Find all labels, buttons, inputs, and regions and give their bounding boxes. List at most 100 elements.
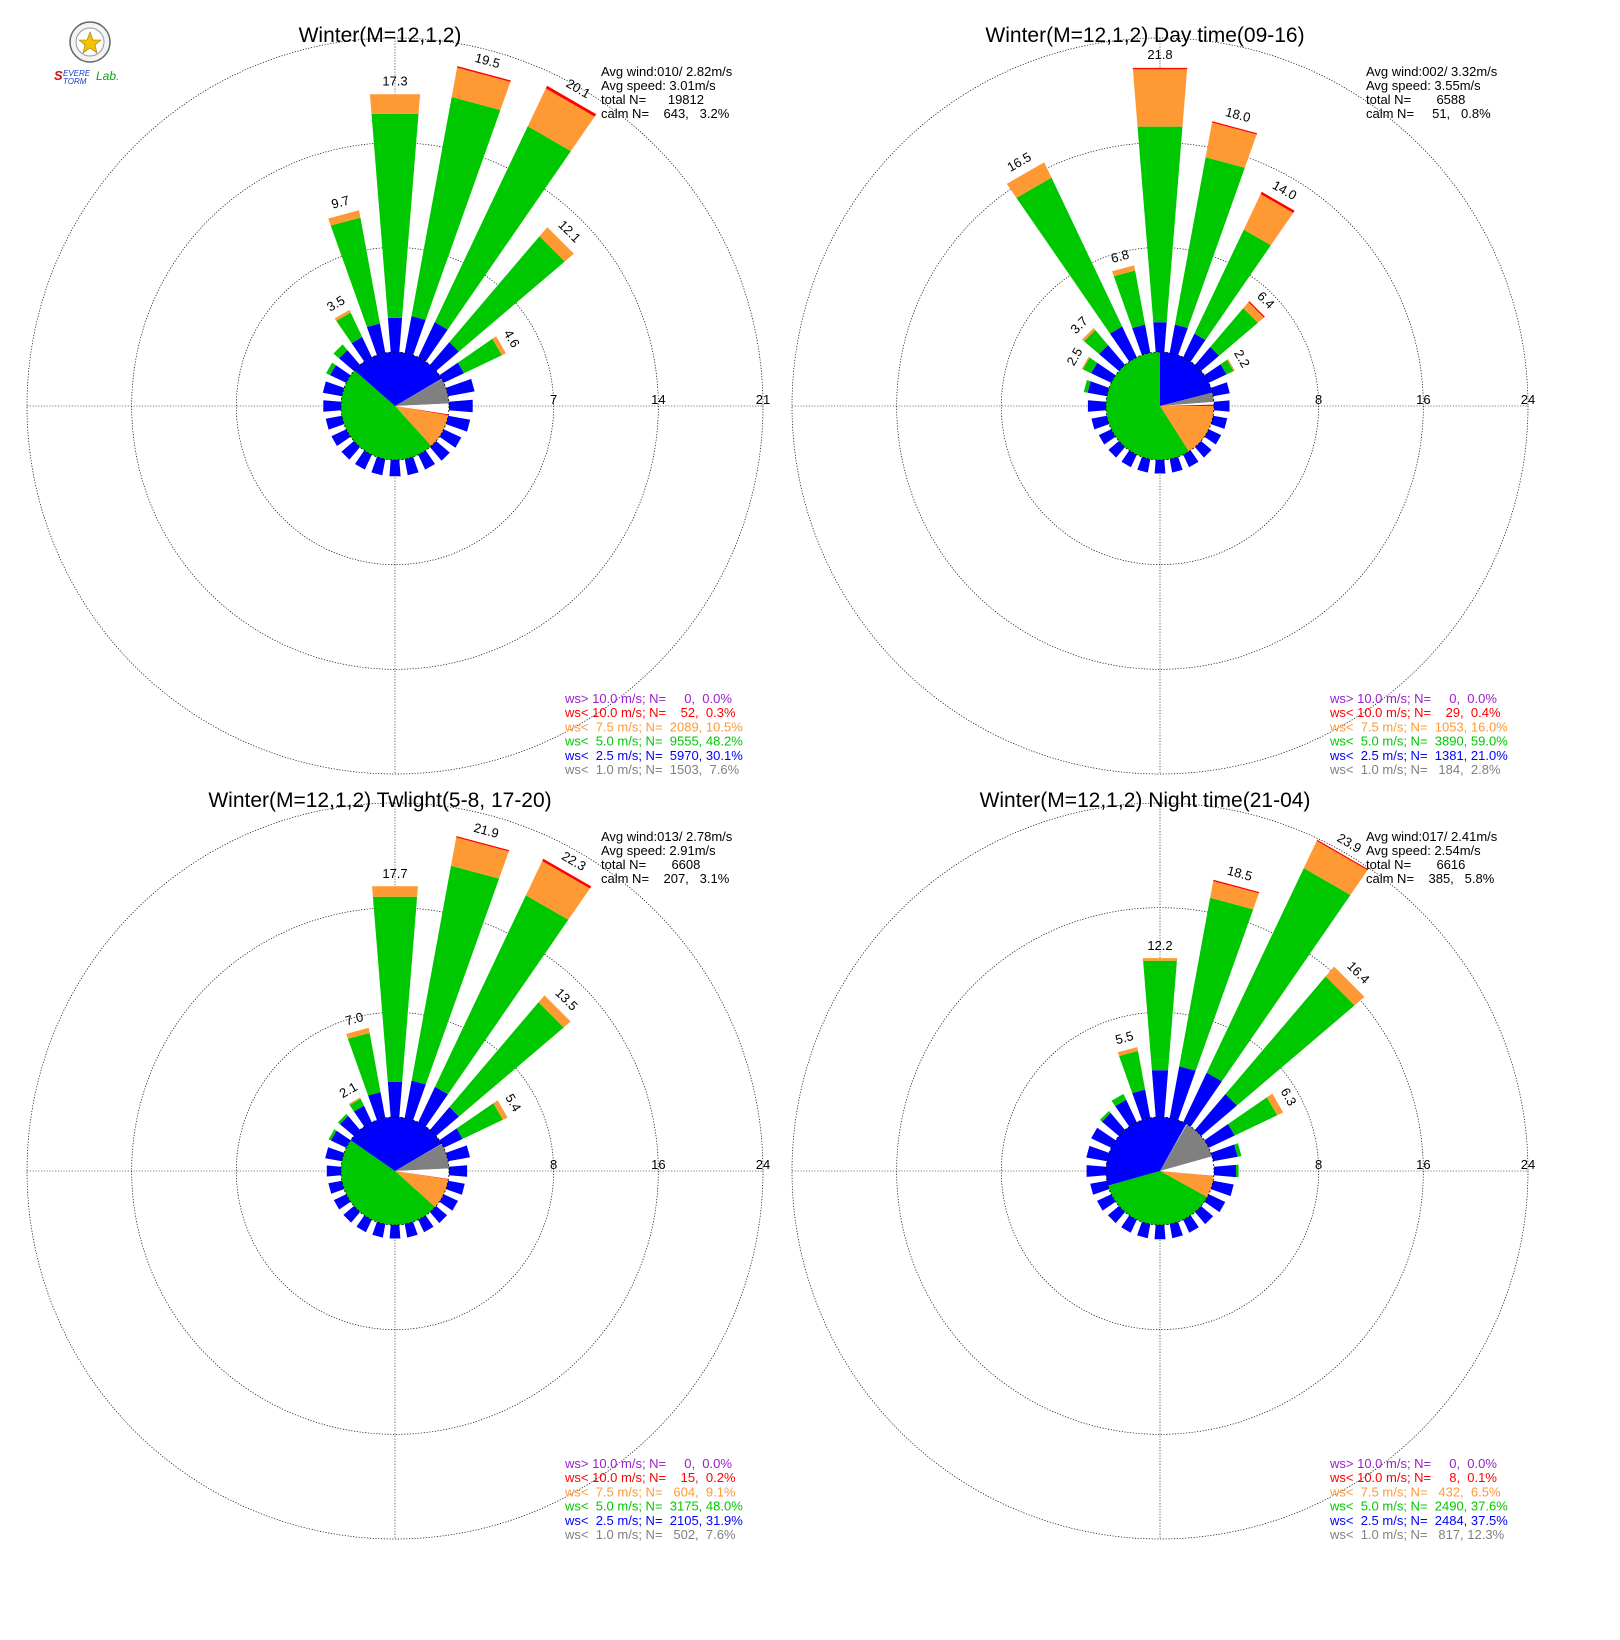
pie-slice-lt75 bbox=[1160, 406, 1214, 452]
bar-segment-lt75 bbox=[334, 309, 351, 321]
legend-line-lt1: ws< 1.0 m/s; N= 184, 2.8% bbox=[1329, 762, 1501, 777]
bar-segment-lt25 bbox=[387, 317, 403, 353]
direction-bar-90 bbox=[448, 1165, 468, 1177]
bar-segment-lt75 bbox=[1205, 122, 1257, 168]
chart-title: Winter(M=12,1,2) bbox=[299, 24, 462, 47]
bar-segment-lt75 bbox=[1117, 1047, 1138, 1056]
bar-segment-lt25 bbox=[439, 429, 462, 448]
bar-value-label: 17.3 bbox=[382, 74, 407, 89]
bar-segment-lt25 bbox=[333, 1194, 351, 1210]
svg-text:EVERE: EVERE bbox=[63, 69, 91, 78]
bar-segment-lt5 bbox=[457, 338, 502, 374]
direction-bar-225 bbox=[1108, 441, 1125, 458]
pie-slice-lt5 bbox=[1108, 1171, 1208, 1226]
direction-bar-30: 20.1 bbox=[418, 76, 597, 362]
legend-line-lt5: ws< 5.0 m/s; N= 3890, 59.0% bbox=[1329, 734, 1508, 749]
bar-segment-lt75 bbox=[1112, 265, 1136, 277]
calm-pie bbox=[1105, 1116, 1215, 1226]
stats-line: calm N= 207, 3.1% bbox=[601, 871, 730, 886]
chart-title: Winter(M=12,1,2) Night time(21-04) bbox=[980, 789, 1311, 812]
bar-segment-lt75 bbox=[372, 886, 418, 897]
legend-line-lt1: ws< 1.0 m/s; N= 502, 7.6% bbox=[564, 1527, 736, 1542]
bar-segment-lt5 bbox=[411, 97, 501, 320]
bar-value-label: 20.1 bbox=[564, 76, 593, 102]
bar-segment-lt25 bbox=[331, 429, 351, 446]
bar-value-label: 21.9 bbox=[472, 820, 500, 841]
bar-value-label: 17.7 bbox=[382, 866, 407, 881]
bar-segment-lt75 bbox=[369, 94, 421, 114]
direction-bar-270 bbox=[1086, 1165, 1107, 1177]
bar-value-label: 3.7 bbox=[1067, 313, 1090, 336]
bar-segment-lt25 bbox=[343, 1206, 360, 1223]
pie-slice-lt75 bbox=[1160, 1171, 1214, 1198]
bar-segment-lt75 bbox=[451, 837, 509, 879]
bar-segment-lt75 bbox=[1082, 328, 1096, 342]
bar-segment-lt75 bbox=[1243, 194, 1294, 246]
pie-slice-lt1 bbox=[1160, 1124, 1212, 1171]
direction-bar-135 bbox=[430, 441, 450, 461]
bar-segment-lt5 bbox=[336, 312, 363, 344]
bar-segment-lt25 bbox=[1154, 459, 1166, 474]
bar-segment-lt75 bbox=[1325, 966, 1365, 1006]
bar-segment-lt25 bbox=[1169, 324, 1188, 356]
legend-line-lt25: ws< 2.5 m/s; N= 5970, 30.1% bbox=[564, 748, 743, 763]
bar-segment-lt25 bbox=[1151, 1070, 1169, 1118]
windrose-panel-2: Winter(M=12,1,2) Day time(09-16)8 16 2416.… bbox=[791, 24, 1535, 777]
bar-value-label: 23.9 bbox=[1335, 830, 1364, 856]
direction-bar-165 bbox=[1169, 1221, 1183, 1239]
bar-segment-lt5 bbox=[337, 1113, 349, 1125]
bar-segment-lt5 bbox=[1179, 897, 1254, 1071]
pie-slice-calm bbox=[395, 403, 449, 415]
direction-bar-360: 17.3 bbox=[369, 74, 421, 353]
stats-line: total N= 6608 bbox=[601, 857, 700, 872]
direction-bar-75 bbox=[445, 378, 475, 397]
bar-segment-lt10 bbox=[457, 66, 511, 82]
stats-line: Avg wind:002/ 3.32m/s bbox=[1366, 64, 1498, 79]
bar-segment-lt5 bbox=[1099, 1110, 1111, 1122]
bar-segment-lt25 bbox=[430, 1206, 448, 1224]
bar-segment-lt25 bbox=[418, 322, 448, 362]
ring-label: 14 bbox=[651, 392, 665, 407]
bar-segment-lt5 bbox=[1174, 157, 1245, 328]
direction-bar-285 bbox=[1083, 380, 1110, 397]
direction-bar-45: 16.4 bbox=[1195, 958, 1373, 1136]
bar-segment-lt5 bbox=[1083, 380, 1091, 393]
stats-line: calm N= 385, 5.8% bbox=[1366, 871, 1495, 886]
ring-label: 8 bbox=[1315, 1157, 1322, 1172]
direction-bar-315 bbox=[333, 344, 360, 371]
direction-bar-345: 9.7 bbox=[328, 192, 386, 356]
direction-bar-195 bbox=[371, 456, 386, 476]
bar-segment-lt25 bbox=[1169, 456, 1183, 473]
bar-segment-lt75 bbox=[1243, 302, 1264, 323]
legend-line-lt10: ws< 10.0 m/s; N= 29, 0.4% bbox=[1329, 705, 1501, 720]
pie-slice-lt25 bbox=[1106, 1117, 1187, 1186]
bar-value-label: 6.4 bbox=[1254, 288, 1277, 311]
bar-segment-lt75 bbox=[348, 1097, 361, 1105]
legend-line-lt25: ws< 2.5 m/s; N= 2484, 37.5% bbox=[1329, 1513, 1508, 1528]
bar-segment-lt25 bbox=[372, 1221, 386, 1238]
bar-segment-lt25 bbox=[404, 316, 426, 356]
direction-bar-105 bbox=[445, 1180, 465, 1195]
legend-line-lt10: ws< 10.0 m/s; N= 52, 0.3% bbox=[564, 705, 736, 720]
bar-value-label: 4.6 bbox=[501, 327, 523, 350]
bar-segment-lt25 bbox=[1153, 322, 1167, 353]
bar-segment-lt5 bbox=[435, 895, 569, 1095]
bar-segment-lt25 bbox=[439, 1128, 463, 1148]
bar-segment-lt25 bbox=[389, 1224, 401, 1239]
bar-segment-lt25 bbox=[1086, 1165, 1107, 1177]
direction-bar-255 bbox=[1090, 1180, 1110, 1195]
bar-segment-lt75 bbox=[538, 995, 571, 1028]
ring-label: 16 bbox=[651, 1157, 665, 1172]
direction-bar-285 bbox=[322, 381, 345, 397]
pie-slice-lt75 bbox=[395, 406, 449, 446]
direction-bar-225 bbox=[1107, 1206, 1125, 1224]
direction-bar-210 bbox=[1121, 1215, 1137, 1233]
direction-bar-165 bbox=[1169, 456, 1183, 473]
bar-segment-lt25 bbox=[1154, 1224, 1166, 1240]
bar-segment-lt5 bbox=[1111, 1093, 1127, 1107]
bar-value-label: 18.5 bbox=[1226, 863, 1254, 884]
direction-bar-240 bbox=[1097, 1194, 1116, 1211]
bar-segment-lt5 bbox=[1206, 868, 1351, 1082]
windrose-panel-1: Winter(M=12,1,2)7 14 219.73.517.319.520.11… bbox=[26, 24, 770, 777]
bar-segment-lt25 bbox=[341, 441, 360, 460]
